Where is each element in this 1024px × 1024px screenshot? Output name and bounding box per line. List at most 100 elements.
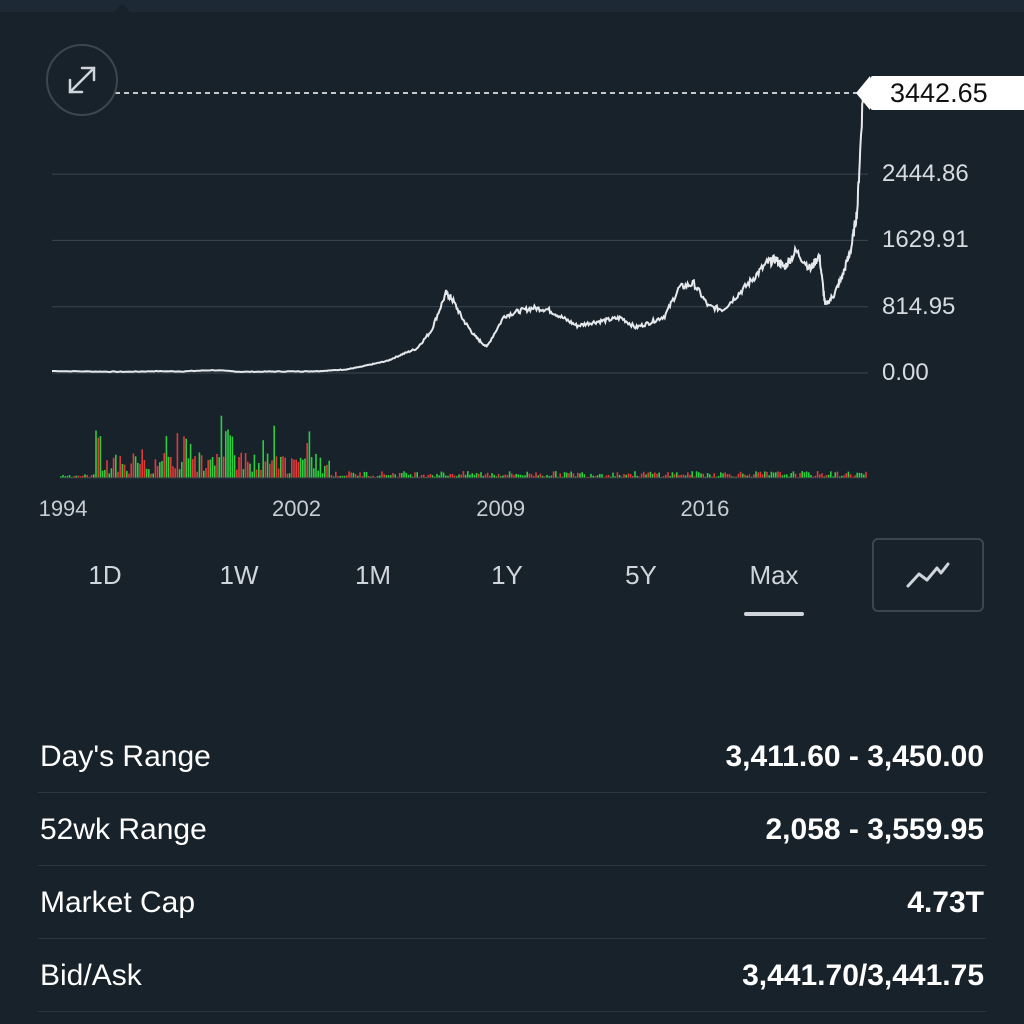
active-range-indicator [744, 612, 804, 616]
volume-bar [73, 476, 75, 478]
volume-bar [788, 476, 790, 478]
volume-bar [823, 476, 825, 478]
volume-bar [764, 471, 766, 478]
top-bar [0, 0, 1024, 12]
range-max[interactable]: Max [734, 560, 814, 616]
volume-bar [165, 435, 168, 478]
volume-bar [511, 473, 513, 478]
volume-bar [315, 453, 317, 478]
volume-bar [768, 475, 770, 478]
volume-bar [577, 472, 579, 478]
volume-bar [757, 472, 759, 478]
volume-bar [258, 463, 260, 478]
volume-bar [313, 468, 315, 478]
volume-bar [836, 471, 839, 478]
volume-bar [563, 472, 566, 478]
volume-bar [691, 471, 693, 478]
volume-bar [253, 454, 256, 478]
volume-bar [860, 473, 863, 478]
volume-bar [739, 471, 742, 478]
volume-bar [442, 472, 445, 478]
volume-bar [350, 472, 352, 478]
volume-bar [288, 473, 291, 478]
range-1m[interactable]: 1M [354, 560, 392, 590]
volume-bar [176, 433, 179, 478]
volume-bar [698, 472, 700, 478]
chart-type-button[interactable] [872, 538, 984, 612]
volume-bar [143, 460, 146, 478]
volume-bar [372, 475, 374, 478]
range-1w[interactable]: 1W [219, 560, 259, 590]
volume-bar [161, 461, 163, 478]
volume-bar [715, 476, 718, 478]
volume-bar [343, 475, 346, 478]
volume-bar [93, 474, 95, 478]
volume-bar [728, 474, 731, 478]
price-line [52, 92, 865, 374]
volume-bar [665, 474, 667, 478]
volume-bar [550, 475, 553, 478]
volume-bar [803, 472, 806, 478]
volume-bar [579, 473, 581, 478]
volume-bar [742, 473, 744, 478]
expand-button[interactable] [46, 44, 118, 116]
volume-bar [847, 471, 850, 478]
volume-bar [376, 476, 379, 478]
volume-bar [673, 474, 676, 478]
volume-bar [394, 474, 396, 478]
volume-bar [513, 475, 515, 478]
volume-bar [528, 473, 531, 478]
stat-row-bid-ask: Bid/Ask 3,441.70/3,441.75 [38, 939, 986, 1012]
volume-bar [735, 476, 737, 478]
volume-bar [341, 475, 344, 478]
y-tick-label: 2444.86 [882, 160, 969, 188]
volume-bar [755, 471, 757, 478]
stat-row-52wk-range: 52wk Range 2,058 - 3,559.95 [38, 793, 986, 866]
volume-bar [242, 469, 245, 478]
volume-bar [225, 431, 227, 478]
volume-bar [370, 476, 372, 478]
volume-bar [317, 470, 319, 478]
volume-bar [786, 474, 788, 478]
volume-bar [249, 463, 251, 478]
volume-bar [794, 473, 797, 478]
volume-bar [658, 472, 660, 478]
volume-bar [599, 474, 601, 478]
volume-bar [863, 474, 865, 478]
volume-bar [526, 471, 528, 478]
volume-bar [469, 474, 471, 478]
price-chart [52, 92, 868, 479]
volume-bar [145, 468, 148, 478]
volume-bar [141, 449, 143, 478]
volume-bar [328, 460, 330, 478]
volume-bar [381, 471, 383, 478]
volume-bar [467, 471, 469, 478]
volume-bar [616, 472, 619, 478]
volume-bar [132, 453, 135, 478]
range-1d[interactable]: 1D [88, 560, 122, 590]
volume-bar [365, 472, 368, 478]
volume-bar [108, 473, 110, 478]
volume-bar [489, 475, 491, 478]
volume-bar [88, 476, 91, 478]
volume-bar [585, 476, 588, 478]
volume-bar [748, 474, 751, 478]
volume-bar [178, 469, 181, 478]
y-tick-label: 1629.91 [882, 226, 969, 254]
volume-bar [449, 474, 451, 478]
volume-bar [632, 476, 634, 478]
volume-bar [427, 475, 429, 478]
volume-bar [583, 474, 586, 478]
volume-bar [236, 469, 238, 478]
stat-label: Bid/Ask [40, 959, 142, 992]
volume-bar [148, 469, 150, 478]
volume-bar [200, 455, 203, 478]
volume-bar [643, 471, 645, 478]
volume-bar [302, 459, 304, 478]
range-1y[interactable]: 1Y [491, 560, 523, 590]
volume-bar [568, 473, 570, 478]
volume-bar [117, 471, 119, 478]
volume-bar [519, 474, 522, 478]
range-5y[interactable]: 5Y [625, 560, 657, 590]
volume-bar [830, 471, 832, 478]
